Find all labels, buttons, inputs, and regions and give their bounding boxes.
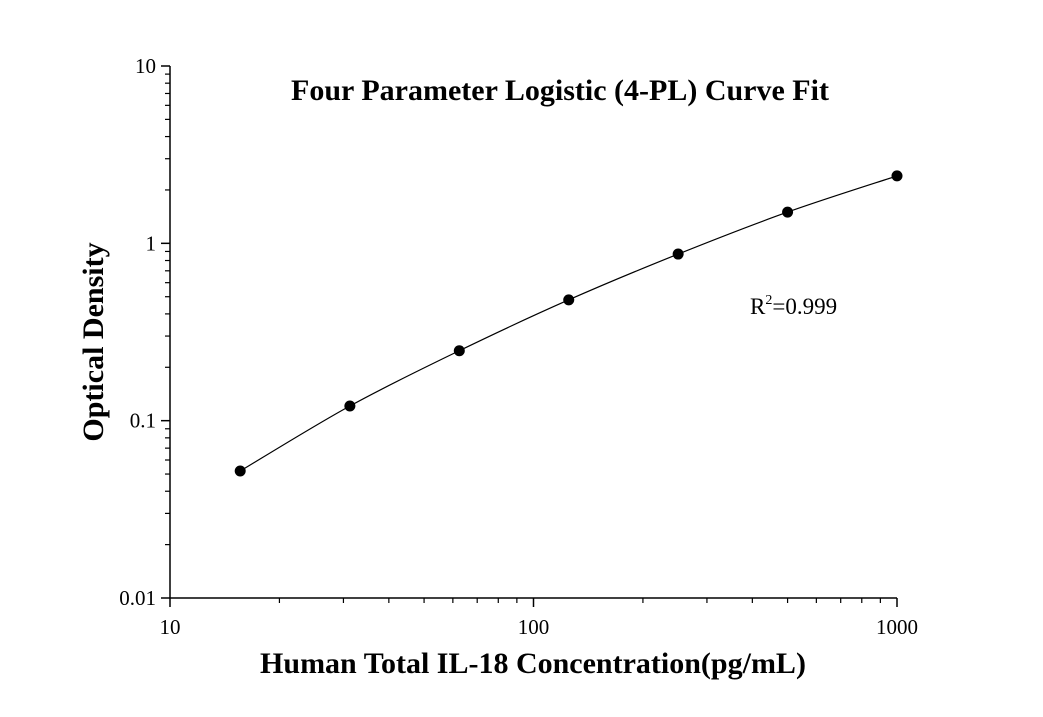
y-tick-label: 10 bbox=[135, 54, 156, 78]
x-axis-title: Human Total IL-18 Concentration(pg/mL) bbox=[260, 647, 806, 680]
y-tick-label: 1 bbox=[146, 231, 157, 255]
data-point bbox=[453, 345, 465, 357]
y-axis-title: Optical Density bbox=[77, 242, 110, 441]
data-points-group bbox=[234, 170, 903, 477]
x-tick-label: 100 bbox=[518, 615, 550, 639]
chart-title: Four Parameter Logistic (4-PL) Curve Fit bbox=[291, 74, 829, 107]
r-squared-base: R bbox=[750, 294, 766, 319]
x-tick-label: 1000 bbox=[876, 615, 918, 639]
r-squared-annotation: R2=0.999 bbox=[750, 293, 837, 319]
x-tick-label: 10 bbox=[160, 615, 181, 639]
data-point bbox=[891, 170, 903, 182]
data-point bbox=[234, 465, 246, 477]
data-point bbox=[344, 400, 356, 412]
data-point bbox=[563, 294, 575, 306]
data-point bbox=[782, 206, 794, 218]
data-point bbox=[672, 248, 684, 260]
y-tick-label: 0.1 bbox=[130, 409, 156, 433]
r-squared-value: =0.999 bbox=[772, 294, 837, 319]
y-tick-label: 0.01 bbox=[119, 586, 156, 610]
r-squared-sup: 2 bbox=[765, 293, 772, 308]
fit-curve-line bbox=[239, 175, 898, 472]
axes: 10 100 1000 0.01 0.1 1 10 bbox=[119, 54, 918, 639]
fit-curve-group bbox=[239, 175, 898, 472]
